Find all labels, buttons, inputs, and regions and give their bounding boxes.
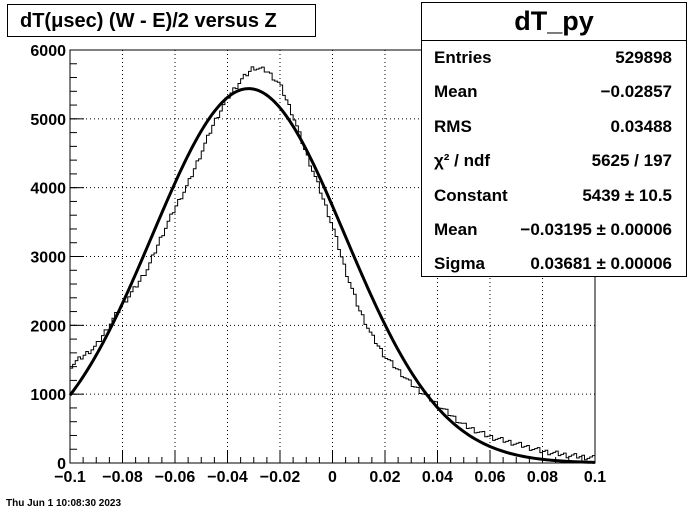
- stats-value: 0.03488: [610, 116, 672, 136]
- stats-value: −0.02857: [600, 82, 672, 102]
- x-tick-label: 0.06: [474, 469, 505, 486]
- stats-value: 0.03681 ± 0.00006: [530, 254, 672, 274]
- stats-key: χ² / ndf: [434, 151, 491, 171]
- y-tick-label: 0: [57, 456, 66, 473]
- stats-value: 5625 / 197: [591, 151, 672, 171]
- stats-box: dT_py Entries 529898 Mean −0.02857 RMS 0…: [421, 2, 687, 277]
- chart-title-box: dT(μsec) (W - E)/2 versus Z: [7, 4, 316, 37]
- y-tick-label: 6000: [30, 43, 66, 60]
- gaussian-fit-curve: [68, 87, 596, 464]
- stats-key: Mean: [434, 219, 478, 239]
- x-tick-label: −0.08: [102, 469, 143, 486]
- stats-row-mean: Mean −0.02857: [422, 75, 686, 109]
- x-tick-label: 0.04: [422, 469, 453, 486]
- x-tick-label: −0.02: [260, 469, 301, 486]
- y-tick-label: 5000: [30, 112, 66, 129]
- stats-row-entries: Entries 529898: [422, 41, 686, 75]
- stats-title: dT_py: [422, 3, 686, 41]
- stats-value: −0.03195 ± 0.00006: [520, 219, 672, 239]
- chart-title: dT(μsec) (W - E)/2 versus Z: [20, 10, 277, 32]
- y-axis: 0 1000 2000 3000 4000 5000 6000: [30, 43, 84, 473]
- stats-key: Sigma: [434, 254, 486, 274]
- y-tick-label: 4000: [30, 181, 66, 198]
- x-axis: −0.1 −0.08 −0.06 −0.04 −0.02 0 0.02 0.04 0.06 0.0…: [54, 451, 606, 486]
- timestamp: Thu Jun 1 10:08:30 2023: [6, 498, 122, 509]
- x-tick-label: 0: [328, 469, 337, 486]
- x-tick-label: 0.02: [369, 469, 400, 486]
- x-tick-label: 0.1: [584, 469, 606, 486]
- stats-row-chi2: χ² / ndf 5625 / 197: [422, 144, 686, 178]
- stats-key: Mean: [434, 82, 478, 102]
- stats-key: Entries: [434, 48, 492, 67]
- stats-value: 5439 ± 10.5: [582, 185, 672, 205]
- y-tick-label: 2000: [30, 318, 66, 335]
- x-tick-label: −0.06: [155, 469, 196, 486]
- stats-key: RMS: [434, 116, 472, 136]
- stats-row-fit-mean: Mean −0.03195 ± 0.00006: [422, 213, 686, 247]
- stats-key: Constant: [434, 185, 508, 205]
- stats-row-sigma: Sigma 0.03681 ± 0.00006: [422, 247, 686, 281]
- stats-row-rms: RMS 0.03488: [422, 110, 686, 144]
- x-tick-label: 0.08: [527, 469, 558, 486]
- y-tick-label: 1000: [30, 387, 66, 404]
- stats-row-constant: Constant 5439 ± 10.5: [422, 179, 686, 213]
- histogram-series: [69, 66, 596, 463]
- x-tick-label: −0.04: [207, 469, 248, 486]
- x-tick-label: −0.1: [54, 469, 86, 486]
- stats-value: 529898: [615, 48, 672, 67]
- y-tick-label: 3000: [30, 250, 66, 267]
